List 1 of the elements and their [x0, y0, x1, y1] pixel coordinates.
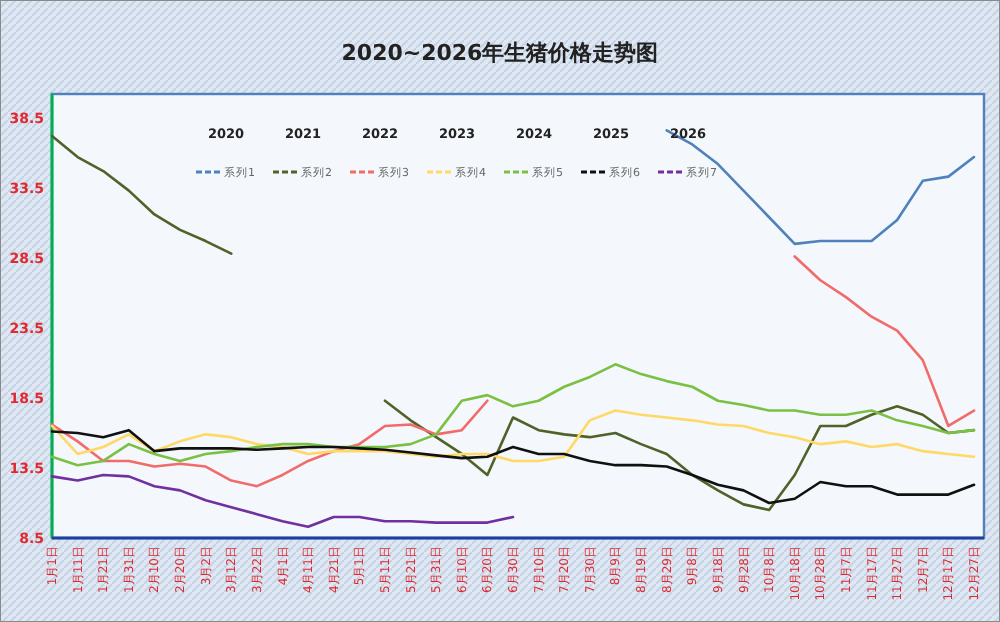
chart-title: 2020~2026年生猪价格走势图	[341, 40, 659, 66]
